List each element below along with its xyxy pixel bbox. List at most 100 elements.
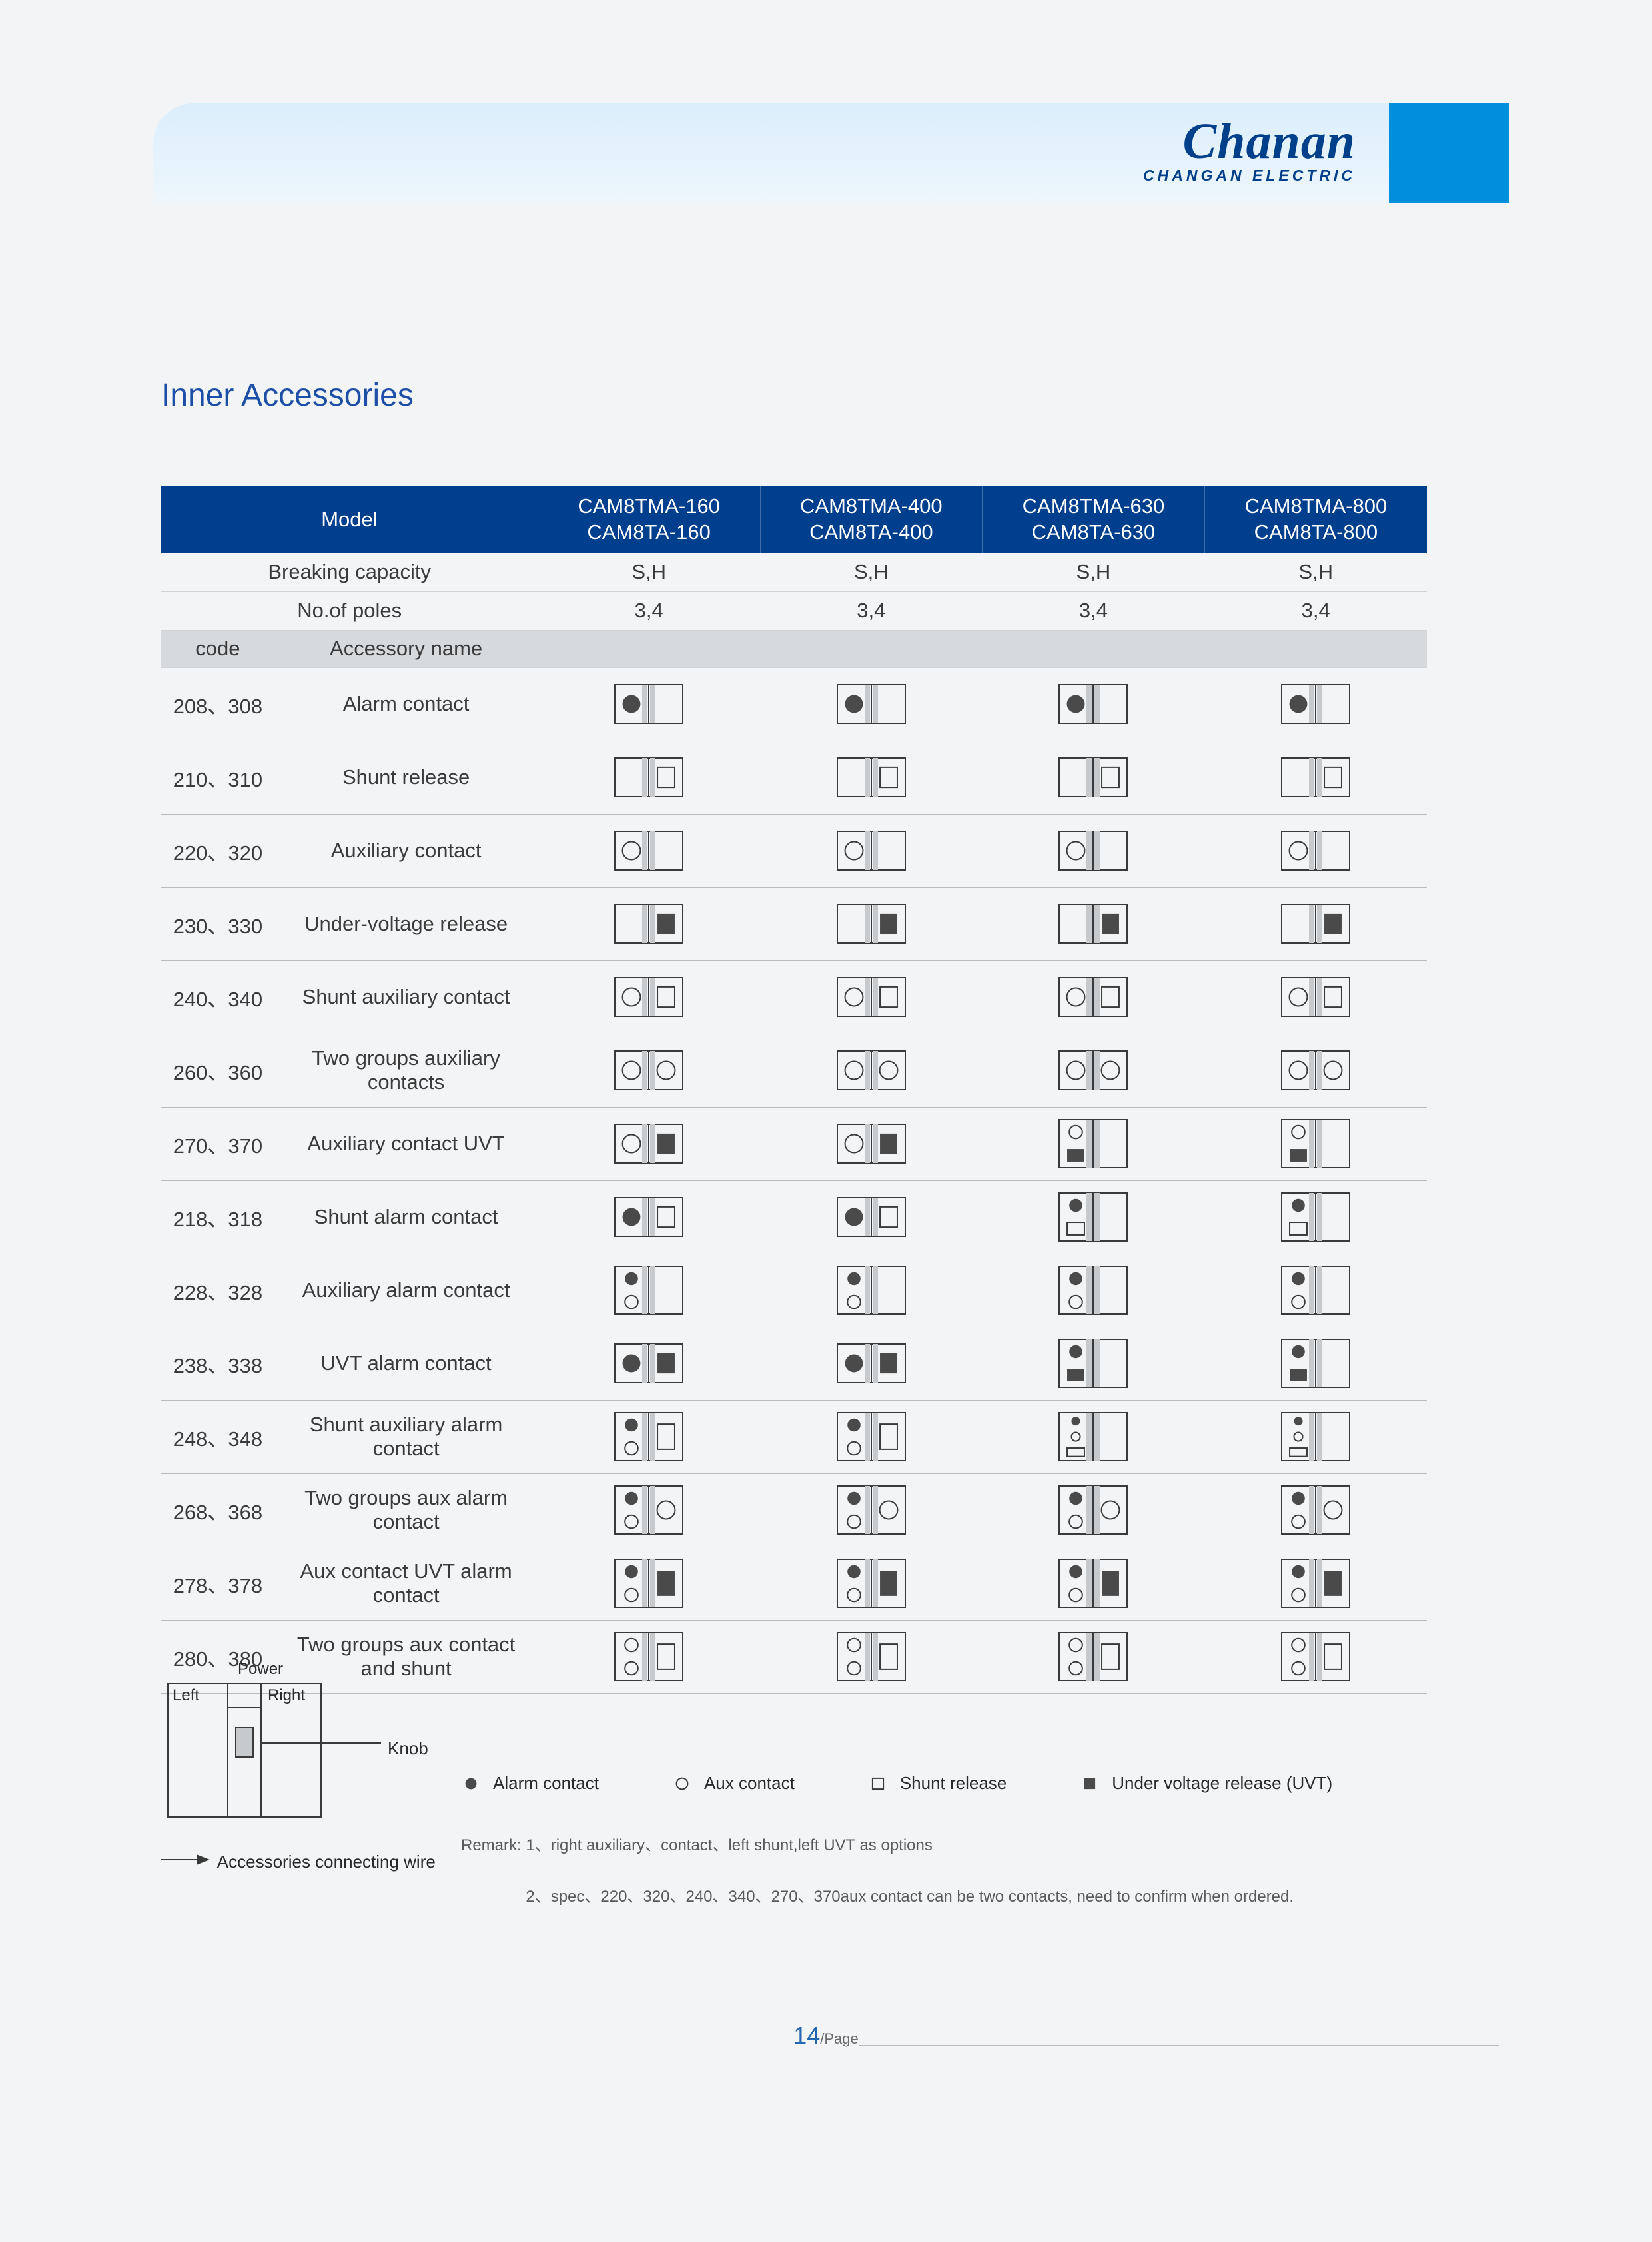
accessory-icon-cell bbox=[760, 1620, 983, 1693]
accessory-icon-cell bbox=[538, 887, 760, 960]
module-icon bbox=[614, 1485, 683, 1535]
accessory-name: Aux contact UVT alarm contact bbox=[274, 1547, 538, 1620]
accessory-icon-cell bbox=[538, 1400, 760, 1473]
module-icon bbox=[614, 1266, 683, 1315]
module-icon bbox=[1281, 977, 1350, 1017]
accessory-name: Shunt auxiliary alarm contact bbox=[274, 1400, 538, 1473]
accessory-name: Auxiliary alarm contact bbox=[274, 1254, 538, 1327]
header-model-col-2: CAM8TMA-630CAM8TA-630 bbox=[983, 486, 1205, 553]
module-icon bbox=[837, 831, 906, 871]
legend-remarks: Remark: 1、right auxiliary、contact、left s… bbox=[461, 1833, 1294, 1910]
accessory-icon-cell bbox=[760, 1400, 983, 1473]
module-icon bbox=[1281, 757, 1350, 797]
module-icon bbox=[837, 1632, 906, 1681]
accessory-code: 268、368 bbox=[161, 1473, 274, 1547]
accname-label: Accessory name bbox=[274, 630, 538, 667]
accessory-row-12: 278、378Aux contact UVT alarm contact bbox=[161, 1547, 1427, 1620]
remark-1: 1、right auxiliary、contact、left shunt,lef… bbox=[526, 1836, 933, 1854]
module-icon bbox=[837, 977, 906, 1017]
row-breaking: Breaking capacityS,HS,HS,HS,H bbox=[161, 553, 1427, 591]
module-icon bbox=[1281, 1485, 1350, 1535]
header-model-col-3: CAM8TMA-800CAM8TA-800 bbox=[1204, 486, 1427, 553]
accessory-icon-cell bbox=[538, 1547, 760, 1620]
legend-item-1: Aux contact bbox=[672, 1773, 795, 1794]
accessory-icon-cell bbox=[1204, 1107, 1427, 1180]
accessory-code: 248、348 bbox=[161, 1400, 274, 1473]
accessory-icon-cell bbox=[1204, 1254, 1427, 1327]
header-model-label: Model bbox=[161, 486, 538, 553]
breaking-val-2: S,H bbox=[983, 553, 1205, 591]
accessory-icon-cell bbox=[1204, 887, 1427, 960]
header-model-col-0: CAM8TMA-160CAM8TA-160 bbox=[538, 486, 760, 553]
module-icon bbox=[837, 1412, 906, 1461]
accessory-name: Auxiliary contact UVT bbox=[274, 1107, 538, 1180]
accessory-icon-cell bbox=[760, 1180, 983, 1254]
module-icon bbox=[614, 831, 683, 871]
accessory-icon-cell bbox=[983, 741, 1205, 814]
page-label: /Page bbox=[820, 2030, 859, 2047]
breaking-label: Breaking capacity bbox=[161, 553, 538, 591]
accessory-row-10: 248、348Shunt auxiliary alarm contact bbox=[161, 1400, 1427, 1473]
legend-diagram bbox=[161, 1667, 454, 1866]
legend-item-label: Shunt release bbox=[900, 1773, 1007, 1794]
module-icon bbox=[1058, 831, 1128, 871]
poles-val-0: 3,4 bbox=[538, 591, 760, 630]
module-icon bbox=[1058, 684, 1128, 724]
module-icon bbox=[1058, 1632, 1128, 1681]
module-icon bbox=[837, 1124, 906, 1164]
module-icon bbox=[1281, 1119, 1350, 1168]
module-icon bbox=[837, 757, 906, 797]
accessory-code: 220、320 bbox=[161, 814, 274, 887]
accessory-icon-cell bbox=[760, 887, 983, 960]
module-icon bbox=[1058, 1050, 1128, 1090]
accessory-name: Shunt alarm contact bbox=[274, 1180, 538, 1254]
accessory-icon-cell bbox=[538, 1180, 760, 1254]
module-icon bbox=[1058, 1412, 1128, 1461]
module-icon bbox=[1058, 1559, 1128, 1608]
module-icon bbox=[837, 684, 906, 724]
accessory-row-5: 260、360Two groups auxiliary contacts bbox=[161, 1034, 1427, 1107]
module-icon bbox=[614, 1632, 683, 1681]
accessory-icon-cell bbox=[1204, 1547, 1427, 1620]
module-icon bbox=[614, 757, 683, 797]
module-icon bbox=[1058, 1339, 1128, 1388]
page-number: 14 bbox=[793, 2022, 820, 2049]
accessory-icon-cell bbox=[1204, 960, 1427, 1034]
module-icon bbox=[614, 1559, 683, 1608]
module-icon bbox=[837, 904, 906, 944]
module-icon bbox=[1281, 684, 1350, 724]
module-icon bbox=[1058, 1485, 1128, 1535]
accessory-code: 218、318 bbox=[161, 1180, 274, 1254]
accessory-icon-cell bbox=[983, 814, 1205, 887]
accessory-icon-cell bbox=[538, 667, 760, 741]
accessory-icon-cell bbox=[1204, 1473, 1427, 1547]
accessory-icon-cell bbox=[538, 1254, 760, 1327]
accessory-icon-cell bbox=[983, 1327, 1205, 1400]
accessory-row-9: 238、338UVT alarm contact bbox=[161, 1327, 1427, 1400]
accessory-code: 278、378 bbox=[161, 1547, 274, 1620]
brand-subtitle: CHANGAN ELECTRIC bbox=[1143, 167, 1356, 185]
accessory-icon-cell bbox=[983, 1400, 1205, 1473]
code-label: code bbox=[161, 630, 274, 667]
module-icon bbox=[837, 1266, 906, 1315]
legend-item-0: Alarm contact bbox=[461, 1773, 599, 1794]
remark-prefix: Remark: bbox=[461, 1836, 522, 1854]
module-icon bbox=[1281, 904, 1350, 944]
accessory-icon-cell bbox=[760, 741, 983, 814]
breaking-val-0: S,H bbox=[538, 553, 760, 591]
accessory-icon-cell bbox=[538, 1473, 760, 1547]
accessory-row-11: 268、368Two groups aux alarm contact bbox=[161, 1473, 1427, 1547]
accessory-code: 230、330 bbox=[161, 887, 274, 960]
accessory-icon-cell bbox=[1204, 1034, 1427, 1107]
accessory-row-3: 230、330Under-voltage release bbox=[161, 887, 1427, 960]
accessory-name: Two groups auxiliary contacts bbox=[274, 1034, 538, 1107]
remark-2: 2、spec、220、320、240、340、270、370aux contac… bbox=[526, 1888, 1294, 1906]
legend-item-label: Alarm contact bbox=[493, 1773, 599, 1794]
accessory-icon-cell bbox=[983, 1254, 1205, 1327]
accessory-icon-cell bbox=[760, 1107, 983, 1180]
section-title: Inner Accessories bbox=[161, 377, 414, 414]
module-icon bbox=[1281, 1632, 1350, 1681]
accessory-icon-cell bbox=[1204, 814, 1427, 887]
module-icon bbox=[1058, 977, 1128, 1017]
module-icon bbox=[1058, 1119, 1128, 1168]
